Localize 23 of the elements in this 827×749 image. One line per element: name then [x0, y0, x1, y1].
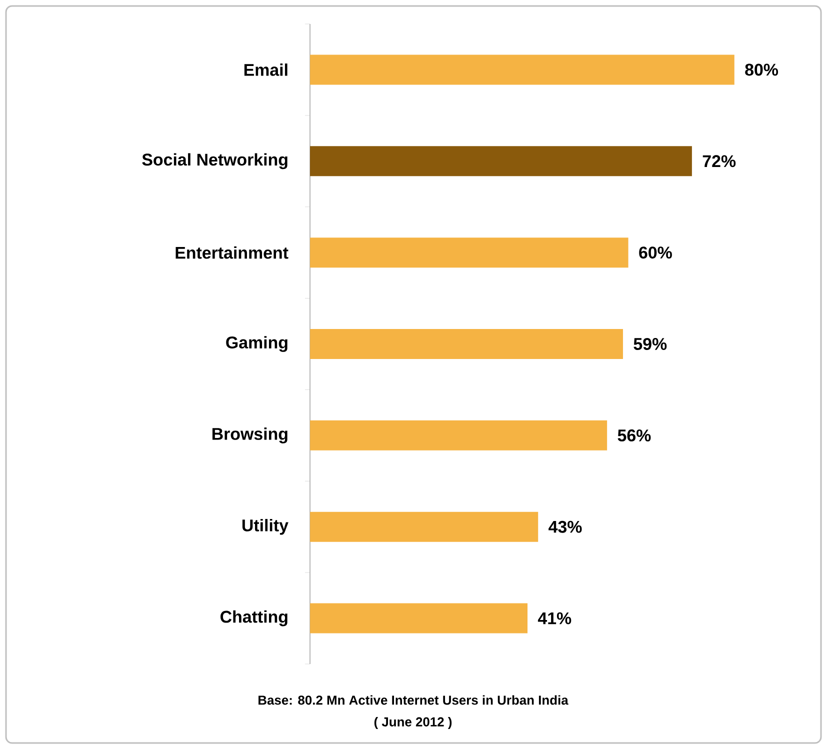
bar [310, 328, 623, 359]
bar [310, 603, 528, 634]
bar [310, 512, 538, 542]
data-label: 72% [702, 155, 736, 168]
text: Base: 80.2 Mn Active Internet Users in Urban India [258, 695, 568, 705]
y-tick-label: Gaming [226, 336, 288, 352]
data-label: 80% [745, 64, 778, 76]
y-tick-label: Email [244, 63, 288, 76]
bar [310, 238, 628, 268]
data-label: 56% [618, 429, 651, 442]
y-tick-label: Utility [242, 518, 288, 535]
bar [310, 54, 734, 85]
data-label: 59% [634, 338, 667, 350]
y-tick-label: Browsing [212, 427, 288, 444]
data-label: 60% [639, 246, 672, 259]
bar [310, 420, 608, 450]
y-tick-label: Chatting [220, 610, 288, 626]
data-label: 41% [538, 612, 572, 624]
bar [310, 146, 692, 176]
y-tick-label: Social Networking [142, 153, 288, 170]
data-label: 43% [548, 520, 582, 533]
y-tick-label: Entertainment [176, 246, 288, 259]
text: ( June 2012 ) [374, 716, 452, 730]
